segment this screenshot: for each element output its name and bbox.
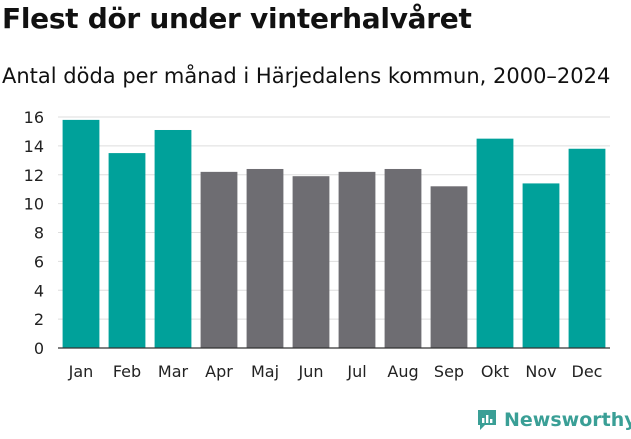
bar-maj (246, 168, 284, 348)
bar-dec (568, 148, 606, 348)
x-tick-label: Jul (346, 362, 366, 381)
x-tick-label: Maj (251, 362, 279, 381)
axes: 0 2 4 6 8 10 12 14 16 Jan Feb Mar Apr Maj Jun Jul Aug Sep… (24, 108, 610, 381)
x-tick-label: Sep (434, 362, 464, 381)
newsworthy-brand: Newsworthy (476, 408, 631, 432)
x-tick-label: Feb (113, 362, 141, 381)
bar-jul (338, 171, 376, 348)
bar-sep (430, 186, 468, 348)
chart-subtitle: Antal döda per månad i Härjedalens kommu… (2, 64, 611, 88)
y-tick-label: 4 (34, 281, 44, 300)
bar-okt (476, 138, 514, 348)
newsworthy-logo-icon (478, 410, 496, 430)
y-tick-label: 2 (34, 310, 44, 329)
x-tick-label: Aug (387, 362, 418, 381)
gridlines (58, 116, 610, 320)
x-tick-label: Dec (572, 362, 603, 381)
y-tick-label: 12 (24, 166, 44, 185)
y-tick-label: 8 (34, 224, 44, 243)
y-tick-label: 0 (34, 339, 44, 358)
bar-jan (62, 119, 100, 348)
brand-name: Newsworthy (504, 409, 631, 431)
bar-jun (292, 176, 330, 348)
x-tick-label: Apr (205, 362, 233, 381)
bar-apr (200, 171, 238, 348)
bar-mar (154, 129, 192, 348)
x-tick-label: Jan (68, 362, 94, 381)
bar-nov (522, 183, 560, 348)
y-tick-label: 14 (24, 137, 44, 156)
y-tick-label: 6 (34, 252, 44, 271)
y-tick-label: 16 (24, 108, 44, 127)
x-tick-label: Mar (158, 362, 189, 381)
bar-aug (384, 168, 422, 348)
x-tick-label: Jun (298, 362, 324, 381)
bars (62, 119, 606, 348)
x-tick-label: Okt (481, 362, 509, 381)
y-tick-label: 10 (24, 195, 44, 214)
bar-feb (108, 153, 146, 348)
x-tick-label: Nov (525, 362, 556, 381)
chart-title: Flest dör under vinterhalvåret (2, 2, 472, 35)
